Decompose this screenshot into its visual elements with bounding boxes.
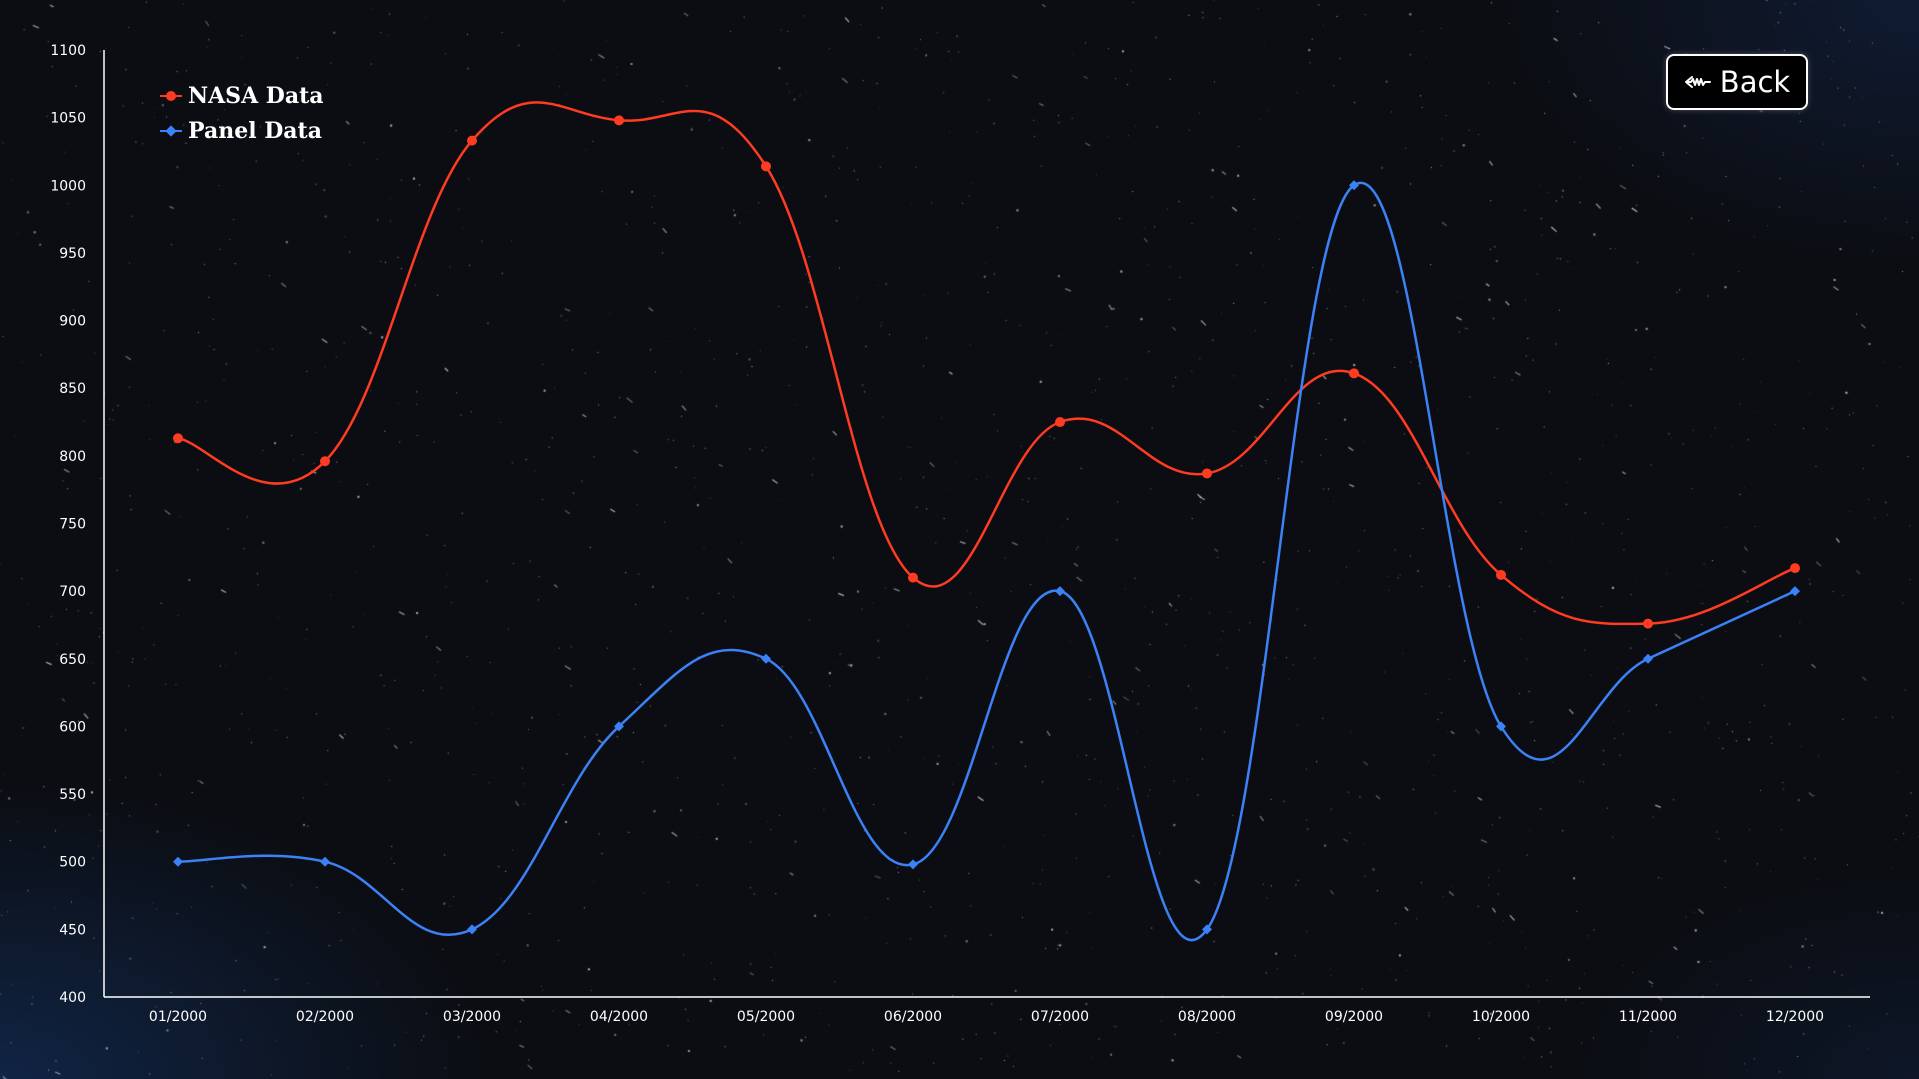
back-button-label: Back: [1719, 64, 1791, 99]
nasa-data-point[interactable]: [1349, 368, 1359, 379]
nasa-data-point[interactable]: [1496, 569, 1506, 580]
x-tick-label: 09/2000: [1325, 1009, 1383, 1025]
panel-data-point[interactable]: [320, 856, 330, 867]
y-tick-label: 450: [59, 922, 86, 938]
nasa-circle-marker-icon: [166, 90, 176, 101]
legend-label-nasa: NASA Data: [188, 82, 324, 109]
nasa-data-point[interactable]: [1202, 468, 1212, 479]
back-arrow-icon: [1684, 76, 1711, 88]
panel-data-point[interactable]: [1496, 721, 1506, 732]
y-tick-label: 1050: [50, 111, 86, 127]
nasa-data-point[interactable]: [467, 135, 477, 146]
nasa-series-line: [177, 101, 1796, 626]
x-axis: 01/2000 02/2000 03/2000 04/2000 05/2000 06/20…: [104, 996, 1870, 1025]
series-layer: [173, 101, 1800, 942]
nasa-data-point[interactable]: [1643, 618, 1653, 629]
panel-data-point[interactable]: [614, 721, 624, 732]
y-tick-label: 900: [59, 314, 86, 330]
y-axis: 400 450 500 550 600 650 700 750 800 850 900 950 1000…: [50, 43, 105, 1006]
panel-diamond-marker-icon: [165, 124, 177, 137]
legend: NASA Data Panel Data: [160, 82, 324, 144]
legend-swatch-panel: [160, 124, 182, 138]
panel-data-point[interactable]: [467, 924, 477, 935]
nasa-data-point[interactable]: [614, 115, 624, 126]
panel-data-point[interactable]: [761, 653, 771, 664]
nasa-data-point[interactable]: [761, 161, 771, 172]
panel-series-line: [177, 181, 1796, 942]
y-tick-label: 700: [59, 584, 86, 600]
legend-swatch-nasa: [160, 89, 182, 103]
legend-label-panel: Panel Data: [188, 117, 322, 144]
legend-item-nasa[interactable]: NASA Data: [160, 82, 324, 109]
y-tick-label: 550: [59, 787, 86, 803]
y-tick-label: 750: [59, 517, 86, 533]
nasa-data-point[interactable]: [1055, 417, 1065, 428]
x-tick-label: 11/2000: [1619, 1009, 1677, 1025]
back-button[interactable]: Back: [1666, 54, 1808, 110]
x-tick-label: 01/2000: [149, 1009, 207, 1025]
x-tick-label: 04/2000: [590, 1009, 648, 1025]
y-tick-label: 500: [59, 855, 86, 871]
x-tick-label: 08/2000: [1178, 1009, 1236, 1025]
x-tick-label: 05/2000: [737, 1009, 795, 1025]
y-tick-label: 600: [59, 719, 86, 735]
nasa-data-point[interactable]: [908, 572, 918, 583]
y-tick-label: 950: [59, 246, 86, 262]
x-tick-label: 07/2000: [1031, 1009, 1089, 1025]
nasa-data-point[interactable]: [1790, 563, 1800, 574]
x-tick-label: 02/2000: [296, 1009, 354, 1025]
y-tick-label: 400: [59, 990, 86, 1006]
nasa-data-point[interactable]: [320, 456, 330, 467]
panel-data-point[interactable]: [173, 856, 183, 867]
panel-data-point[interactable]: [1349, 180, 1359, 191]
panel-data-point[interactable]: [1790, 586, 1800, 597]
y-tick-label: 650: [59, 652, 86, 668]
nasa-data-point[interactable]: [173, 433, 183, 444]
legend-item-panel[interactable]: Panel Data: [160, 117, 324, 144]
y-tick-label: 850: [59, 381, 86, 397]
x-tick-label: 10/2000: [1472, 1009, 1530, 1025]
panel-data-point[interactable]: [1055, 586, 1065, 597]
y-tick-label: 800: [59, 449, 86, 465]
y-tick-label: 1100: [50, 43, 86, 59]
panel-data-point[interactable]: [1202, 924, 1212, 935]
x-tick-label: 12/2000: [1766, 1009, 1824, 1025]
y-tick-label: 1000: [50, 178, 86, 194]
panel-data-point[interactable]: [1643, 653, 1653, 664]
panel-data-point[interactable]: [908, 859, 918, 870]
x-tick-label: 03/2000: [443, 1009, 501, 1025]
x-tick-label: 06/2000: [884, 1009, 942, 1025]
